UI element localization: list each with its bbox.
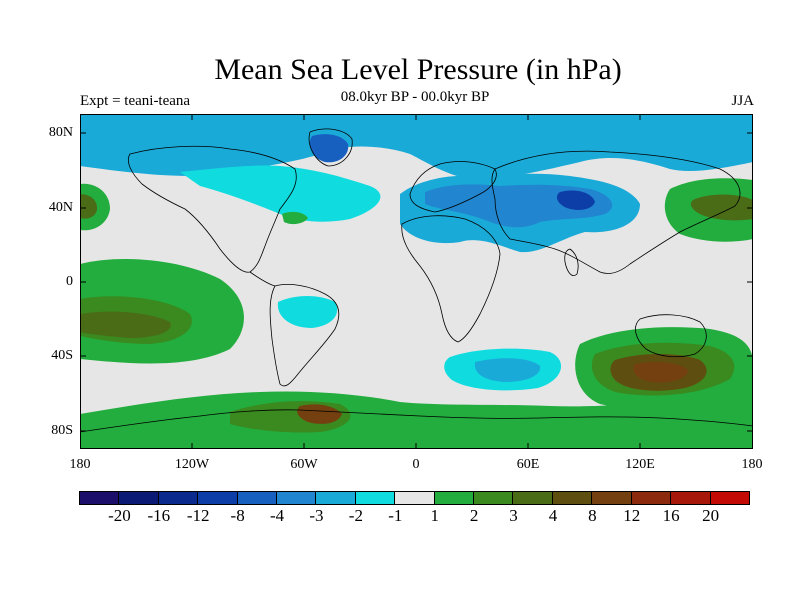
colorbar-label: 8 (588, 506, 597, 525)
asia-coast (491, 150, 741, 274)
colorbar-box (551, 491, 593, 505)
season-label: JJA (731, 93, 754, 109)
colorbar-box (394, 491, 435, 505)
colorbar-box (512, 491, 553, 505)
colorbar-box (315, 491, 356, 505)
north-america-coast (127, 145, 297, 273)
map-panel (80, 114, 753, 449)
colorbar-label: -3 (309, 506, 324, 525)
y-tick-40S: 40S (51, 348, 73, 363)
greenland-coast (308, 128, 353, 167)
colorbar-box (197, 491, 238, 505)
north-atlantic-light-field (180, 165, 381, 222)
india-coast (564, 248, 579, 277)
colorbar-box (157, 491, 199, 505)
colorbar-label: 2 (469, 506, 479, 525)
x-tick-60W: 60W (290, 457, 318, 472)
colorbar-box (473, 491, 514, 505)
colorbar (79, 491, 750, 505)
chart-title: Mean Sea Level Pressure (in hPa) (214, 53, 622, 86)
southern-ocean-core (297, 404, 342, 424)
colorbar-box (236, 491, 278, 505)
experiment-label: Expt = teani-teana (80, 93, 191, 109)
colorbar-box (79, 491, 120, 505)
eurasia-strong-negative (556, 190, 595, 210)
central-america-coast (249, 271, 276, 287)
south-america-coast (269, 284, 340, 387)
europe-coast (409, 161, 497, 213)
x-tick-120E: 120E (625, 457, 655, 472)
antarctica-coast (80, 409, 753, 433)
period-label: 08.0kyr BP - 00.0kyr BP (340, 89, 490, 105)
x-tick-180w: 180 (69, 457, 91, 472)
x-tick-180e: 180 (741, 457, 763, 472)
colorbar-label: -12 (186, 506, 210, 525)
colorbar-label: 1 (430, 506, 439, 525)
south-america-negative (277, 296, 338, 328)
colorbar-box (276, 491, 317, 505)
west-atlantic-core (80, 194, 98, 219)
y-tick-80N: 80N (48, 125, 73, 140)
north-atlantic-small-positive (282, 211, 308, 225)
colorbar-box (670, 491, 711, 505)
coastlines (80, 128, 753, 433)
colorbar-label: 4 (548, 506, 558, 525)
y-tick-80S: 80S (51, 423, 73, 438)
colorbar-label: 12 (623, 506, 641, 525)
africa-coast (401, 215, 501, 343)
x-tick-120W: 120W (174, 457, 210, 472)
colorbar-box (630, 491, 672, 505)
australia-coast (635, 314, 707, 358)
greenland-strong-low (309, 134, 349, 163)
south-indian-core (474, 358, 541, 382)
axis-ticks (80, 114, 753, 449)
y-tick-40N: 40N (48, 200, 73, 215)
colorbar-label: -4 (269, 506, 285, 525)
map-svg (80, 114, 753, 449)
colorbar-label: -1 (388, 506, 403, 525)
colorbar-box (433, 491, 475, 505)
x-tick-60E: 60E (516, 457, 540, 472)
australia-core (633, 362, 688, 383)
colorbar-label: 20 (702, 506, 720, 525)
colorbar-label: 3 (509, 506, 518, 525)
colorbar-label: -2 (348, 506, 363, 525)
arctic-negative-field (80, 114, 753, 180)
x-tick-0: 0 (412, 457, 420, 472)
colorbar-label: -20 (108, 506, 131, 525)
colorbar-box (591, 491, 632, 505)
colorbar-label: -16 (147, 506, 171, 525)
south-pacific-core (80, 311, 171, 338)
southern-ocean-positive (80, 391, 753, 449)
colorbar-box (709, 491, 750, 505)
y-tick-0: 0 (66, 274, 73, 289)
colorbar-label: 16 (662, 506, 680, 525)
colorbar-box (354, 491, 396, 505)
colorbar-label: -8 (230, 506, 245, 525)
north-pacific-core (690, 194, 753, 221)
colorbar-box (118, 491, 159, 505)
